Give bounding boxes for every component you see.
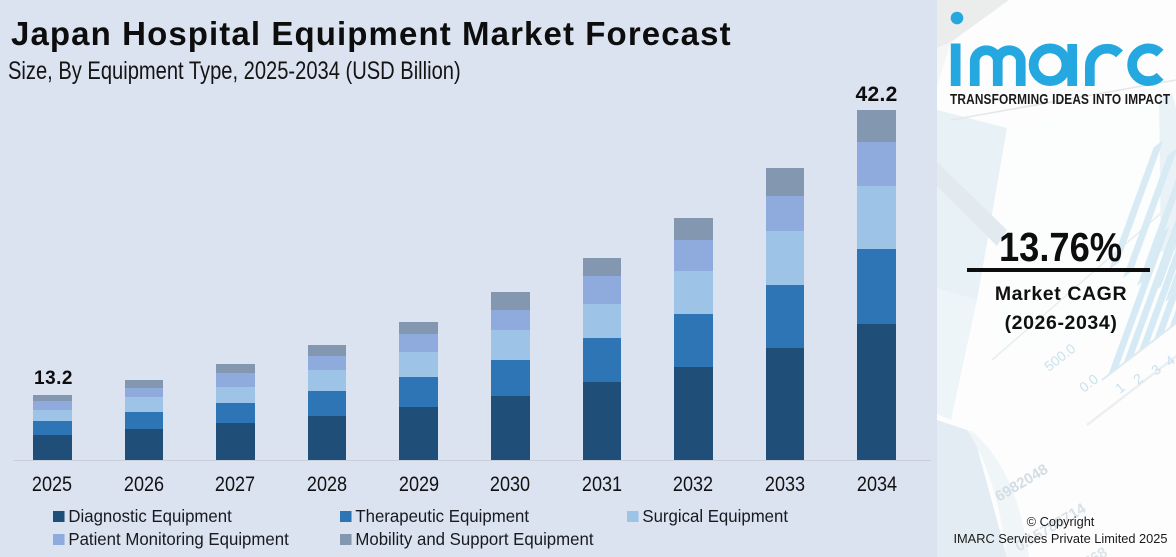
svg-text:2: 2 (1130, 370, 1146, 388)
svg-text:0.0: 0.0 (1076, 371, 1101, 396)
